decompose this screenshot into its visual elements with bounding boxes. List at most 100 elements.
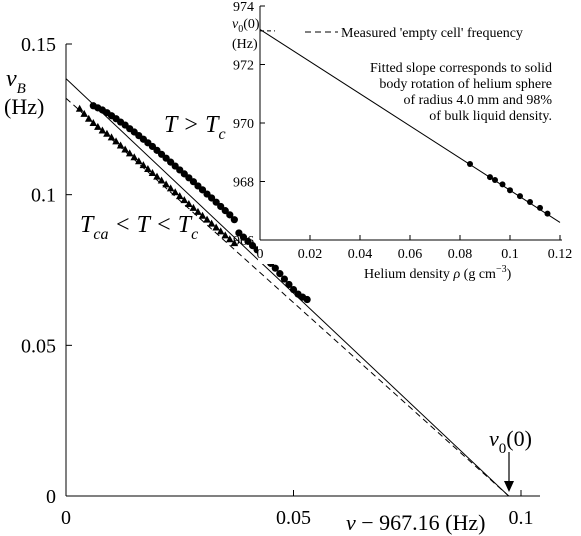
data-point-triangle: [89, 118, 98, 126]
data-point-circle: [189, 178, 197, 186]
inset-note: Fitted slope corresponds to solid body r…: [370, 61, 552, 124]
data-point-triangle: [153, 172, 161, 180]
data-point-triangle: [125, 149, 134, 157]
inset-data-point: [499, 181, 506, 188]
data-point-triangle: [185, 200, 193, 208]
data-point-triangle: [121, 145, 129, 153]
data-point-circle: [239, 233, 248, 241]
inset-x-tick-label: 0.02: [298, 247, 323, 262]
main-x-tick-label: 0.05: [276, 507, 311, 529]
inset-series: [467, 160, 551, 217]
inset-data-point: [527, 198, 533, 205]
data-point-triangle: [226, 235, 234, 243]
inset-data-point: [507, 187, 513, 194]
inset-background: [258, 4, 580, 264]
data-point-triangle: [189, 203, 198, 211]
data-point-triangle: [116, 141, 125, 149]
note-line-3: of radius 4.0 mm and 98%: [403, 93, 552, 108]
data-point-circle: [303, 295, 311, 304]
data-point-triangle: [162, 180, 170, 188]
main-ylabel-unit: (Hz): [4, 94, 44, 119]
inset-y-tick-label: 966: [233, 234, 254, 249]
inset-x-tick-label: 0.06: [398, 247, 423, 262]
data-point-triangle: [139, 161, 148, 169]
data-point-triangle: [203, 215, 211, 223]
data-point-triangle: [112, 137, 120, 145]
series-between-tca-tc: [75, 104, 239, 247]
main-ylabel: νB: [6, 66, 26, 97]
inset-x-tick-label: 0: [257, 247, 264, 262]
inset-data-point: [537, 204, 543, 211]
data-point-circle: [276, 270, 284, 278]
inset-x-tick-label: 0.12: [548, 247, 573, 262]
inset-data-point: [467, 160, 473, 167]
inset-y-tick-label: 972: [233, 59, 254, 74]
data-point-circle: [244, 237, 252, 245]
data-point-circle: [230, 216, 238, 224]
data-point-circle: [271, 264, 279, 272]
annotation-nu0: ν0(0): [489, 426, 532, 457]
main-ticks: 0 0.05 0.1 0 0.05 0.1 0.15: [21, 34, 534, 529]
inset-ylabel-unit: (Hz): [232, 37, 258, 52]
data-point-triangle: [80, 109, 88, 117]
inset-data-point: [487, 174, 493, 181]
data-point-triangle: [130, 153, 139, 161]
main-chart: 0 0.05 0.1 0 0.05 0.1 0.15 νB (Hz) ν − 967.16 …: [4, 34, 540, 535]
note-line-1: Fitted slope corresponds to solid: [370, 61, 552, 76]
data-point-circle: [217, 202, 225, 211]
inset-x-tick-label: 0.1: [501, 247, 519, 262]
data-point-triangle: [157, 176, 166, 184]
data-point-circle: [212, 198, 220, 206]
data-point-circle: [226, 211, 234, 219]
data-point-triangle: [221, 231, 230, 239]
data-point-circle: [235, 229, 243, 237]
inset-x-tick-label: 0.08: [448, 247, 473, 262]
inset-xlabel: Helium density ρ (g cm−3): [364, 264, 512, 282]
inset-data-point: [544, 210, 551, 217]
main-y-tick-label: 0: [46, 486, 56, 508]
data-point-triangle: [230, 239, 239, 247]
data-point-circle: [248, 241, 257, 250]
data-point-triangle: [194, 207, 202, 215]
inset-y-tick-label: 970: [233, 117, 254, 132]
inset-ticks: 0 0.02 0.04 0.06 0.08 0.1 0.12 966 968 970 972 974: [233, 0, 572, 262]
inset-x-tick-label: 0.04: [348, 247, 373, 262]
main-x-tick-label: 0: [61, 507, 71, 529]
inset-ylabel: ν0(0): [232, 17, 260, 35]
annotation-between-tca-tc: Tca < T < Tc: [80, 212, 198, 243]
nu0-arrow-head: [504, 481, 514, 492]
note-line-2: body rotation of helium sphere: [379, 77, 552, 92]
data-point-triangle: [98, 126, 107, 134]
main-y-tick-label: 0.05: [21, 335, 56, 357]
data-point-triangle: [107, 133, 116, 141]
data-point-triangle: [212, 223, 220, 231]
data-point-triangle: [144, 165, 152, 173]
inset-legend: Measured 'empty cell' frequency: [305, 26, 523, 41]
data-point-triangle: [94, 122, 102, 130]
data-point-circle: [208, 194, 216, 202]
data-point-circle: [289, 285, 298, 294]
annotation-above-tc: T > Tc: [164, 112, 226, 143]
data-point-circle: [280, 275, 288, 283]
inset-chart: 0 0.02 0.04 0.06 0.08 0.1 0.12966968970972974 …: [232, 0, 580, 282]
inset-y-tick-label: 968: [233, 176, 254, 191]
main-y-tick-label: 0.1: [31, 185, 56, 207]
data-point-triangle: [135, 157, 143, 165]
main-x-tick-label: 0.1: [509, 507, 534, 529]
legend-label: Measured 'empty cell' frequency: [341, 26, 523, 41]
data-point-circle: [221, 207, 229, 215]
data-point-triangle: [180, 196, 189, 204]
dashed-fit-line: [65, 97, 510, 497]
data-point-triangle: [75, 104, 84, 112]
data-point-triangle: [198, 211, 207, 219]
data-point-circle: [285, 280, 293, 289]
main-y-tick-label: 0.15: [21, 34, 56, 56]
data-point-circle: [198, 186, 207, 194]
data-point-triangle: [103, 129, 111, 137]
main-xlabel: ν − 967.16 (Hz): [346, 510, 485, 535]
data-point-triangle: [148, 168, 157, 176]
data-point-triangle: [175, 192, 184, 200]
data-point-triangle: [166, 184, 175, 192]
inset-data-point: [492, 177, 498, 184]
